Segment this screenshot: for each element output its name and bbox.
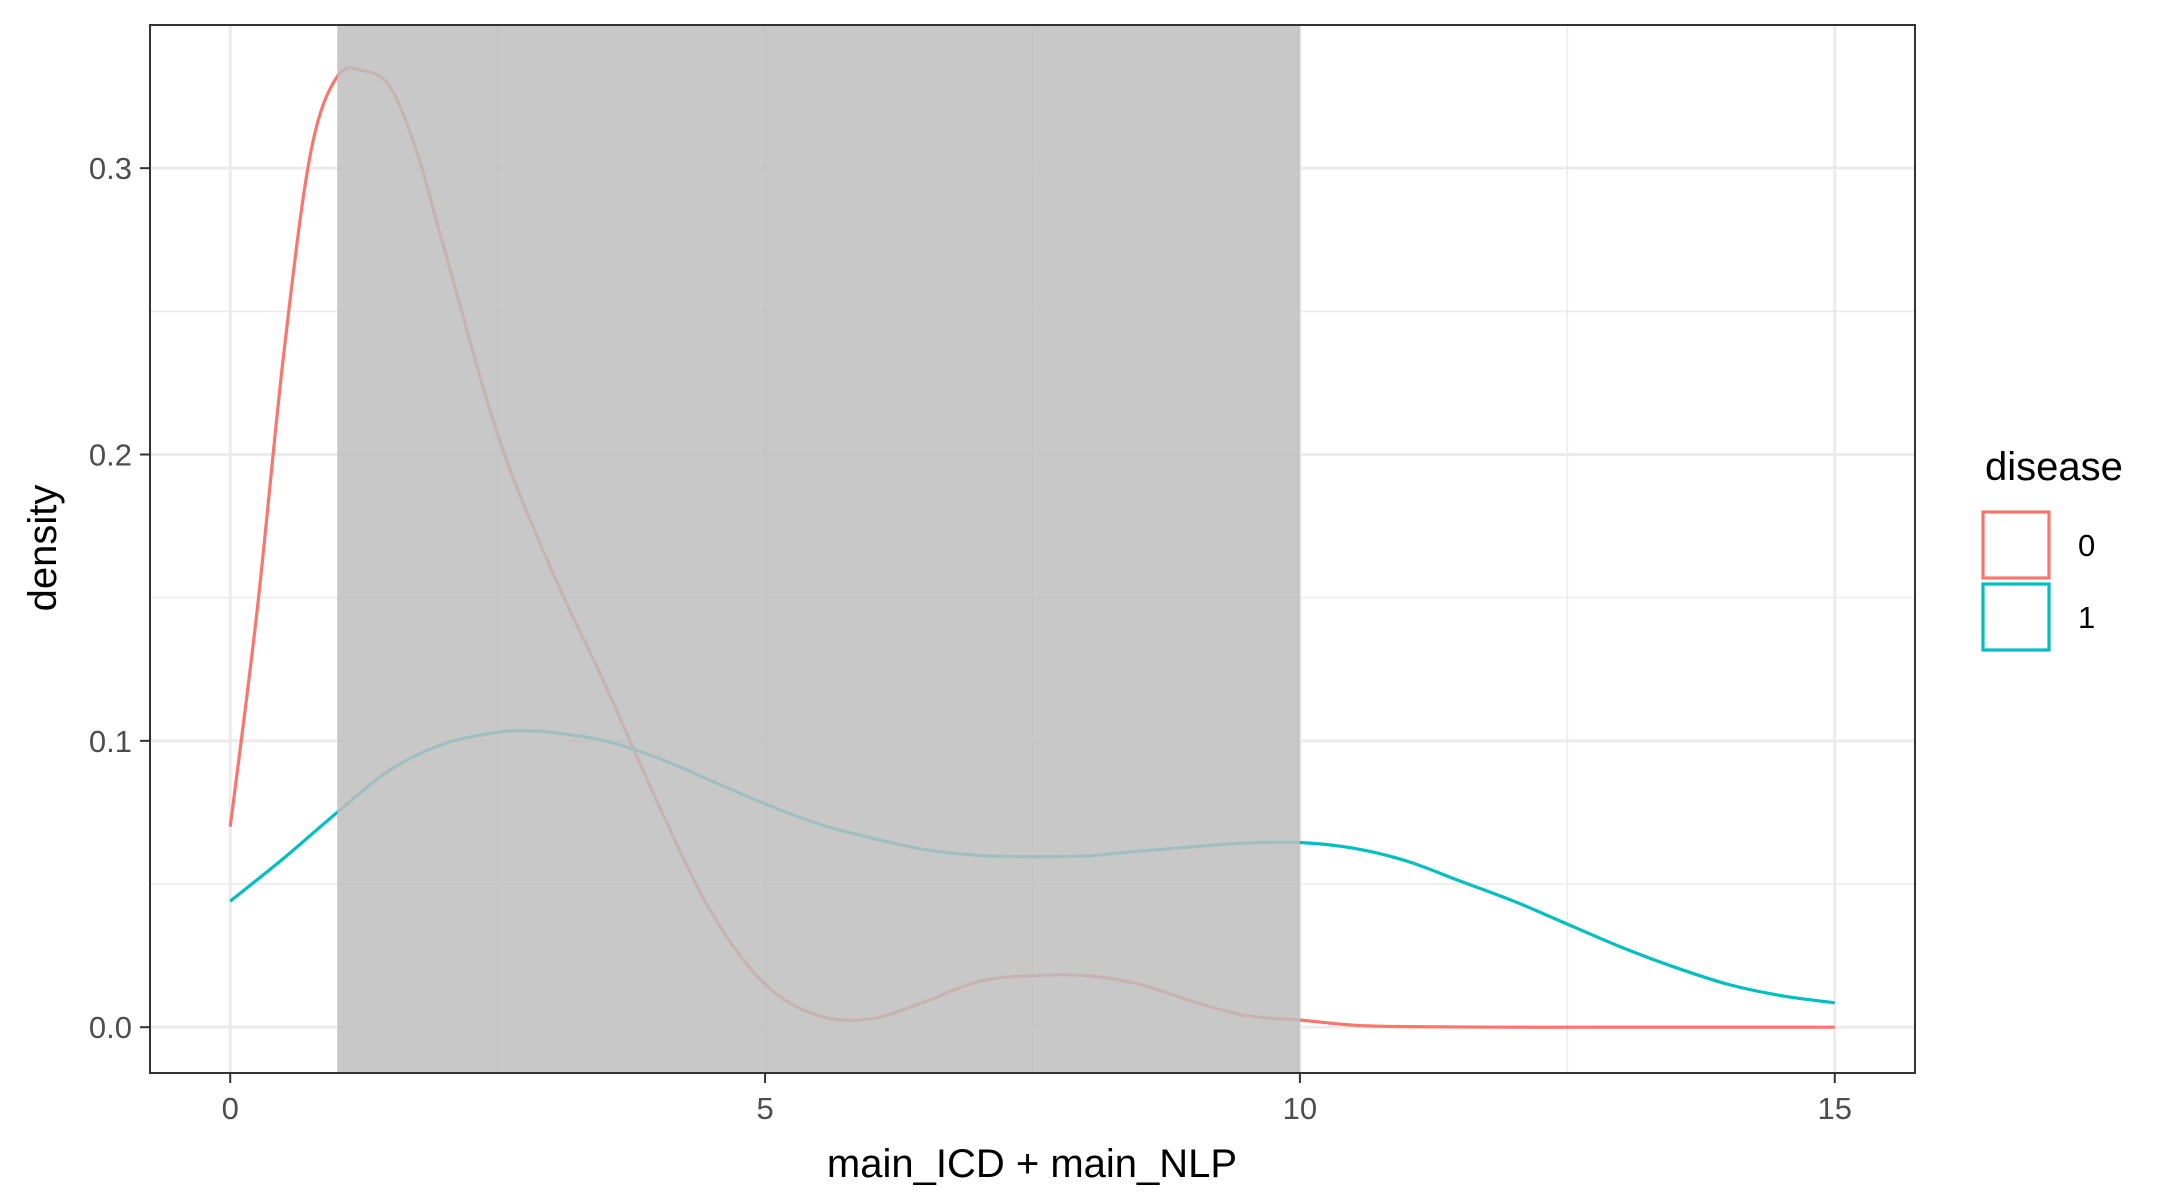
legend: disease 01 [1981, 445, 2123, 652]
x-axis-title: main_ICD + main_NLP [827, 1142, 1237, 1186]
legend-key-disease-0 [1981, 510, 2051, 580]
y-tick-label: 0.2 [89, 438, 132, 473]
x-tick-label: 5 [756, 1091, 773, 1126]
y-tick-label: 0.0 [89, 1010, 132, 1045]
shaded-region-layer [337, 25, 1300, 1073]
x-tick-label: 0 [222, 1091, 239, 1126]
legend-keys: 01 [1981, 510, 2095, 652]
y-tick-label: 0.1 [89, 724, 132, 759]
y-axis: 0.0 0.1 0.2 0.3 [89, 151, 150, 1045]
x-tick-label: 10 [1283, 1091, 1317, 1126]
x-axis: 0 5 10 15 [222, 1073, 1852, 1126]
legend-label-disease-1: 1 [2078, 600, 2095, 635]
shaded-region [337, 25, 1300, 1073]
x-tick-label: 15 [1818, 1091, 1852, 1126]
y-tick-label: 0.3 [89, 151, 132, 186]
legend-title: disease [1985, 445, 2123, 489]
plot-panel-border [149, 24, 1916, 1074]
y-axis-title: density [21, 485, 65, 612]
legend-key-disease-1 [1981, 582, 2051, 652]
legend-label-disease-0: 0 [2078, 528, 2095, 563]
